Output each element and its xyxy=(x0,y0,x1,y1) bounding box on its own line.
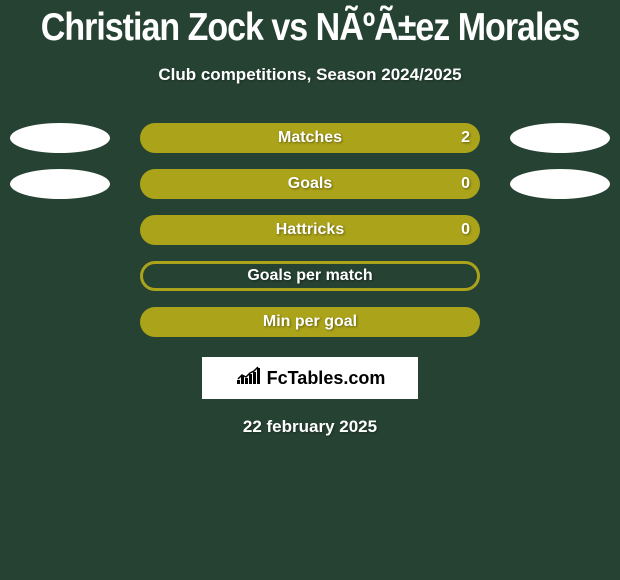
stat-value: 0 xyxy=(461,221,470,239)
page-title: Christian Zock vs NÃºÃ±ez Morales xyxy=(0,0,620,51)
subtitle: Club competitions, Season 2024/2025 xyxy=(0,65,620,85)
stat-value: 2 xyxy=(461,129,470,147)
stat-bar: Goals per match xyxy=(140,261,480,291)
stat-row: Goals 0 xyxy=(0,169,620,199)
stat-value: 0 xyxy=(461,175,470,193)
stat-row: Matches 2 xyxy=(0,123,620,153)
stat-row: Min per goal xyxy=(0,307,620,337)
stat-bar: Min per goal xyxy=(140,307,480,337)
stat-bar: Goals 0 xyxy=(140,169,480,199)
chart-icon xyxy=(235,366,263,391)
date-line: 22 february 2025 xyxy=(0,417,620,437)
left-bubble xyxy=(10,169,110,199)
stat-bar: Matches 2 xyxy=(140,123,480,153)
stats-container: Matches 2 Goals 0 Hattricks 0 Goals per match M… xyxy=(0,123,620,337)
logo-content: FcTables.com xyxy=(235,366,386,391)
right-bubble xyxy=(510,123,610,153)
stat-row: Hattricks 0 xyxy=(0,215,620,245)
right-bubble xyxy=(510,169,610,199)
stat-label: Goals xyxy=(288,175,332,193)
logo-box: FcTables.com xyxy=(202,357,418,399)
left-bubble xyxy=(10,123,110,153)
stat-label: Goals per match xyxy=(247,267,372,285)
stat-label: Matches xyxy=(278,129,342,147)
stat-label: Min per goal xyxy=(263,313,357,331)
stat-bar: Hattricks 0 xyxy=(140,215,480,245)
stat-row: Goals per match xyxy=(0,261,620,291)
logo-text: FcTables.com xyxy=(267,368,386,389)
stat-label: Hattricks xyxy=(276,221,344,239)
